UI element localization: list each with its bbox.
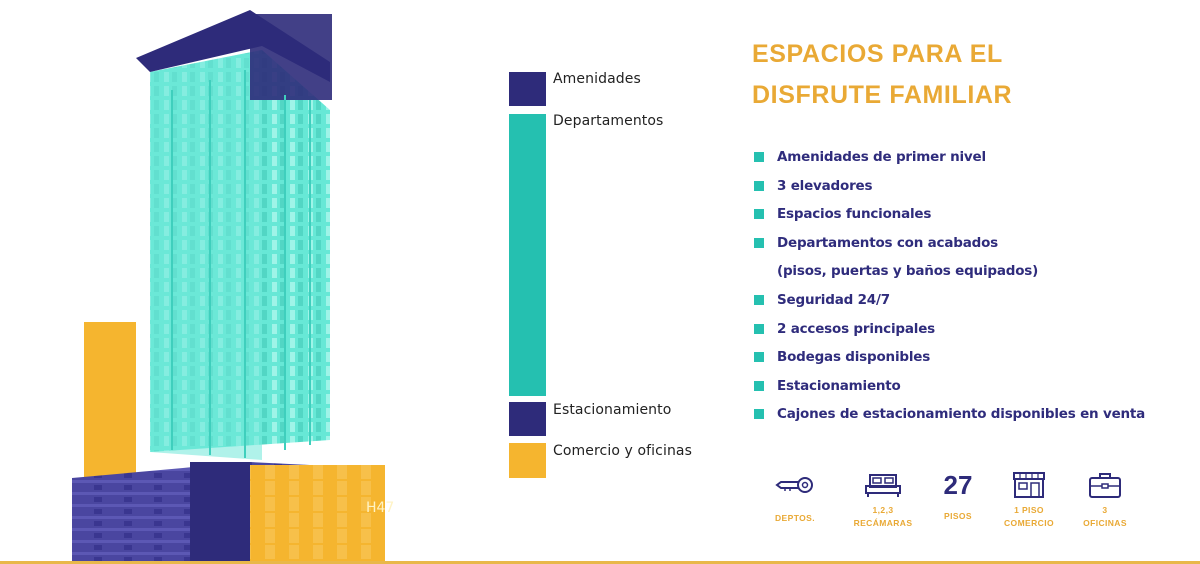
bullet-icon — [754, 352, 764, 363]
stat-number: 27 — [943, 470, 973, 500]
list-item: Seguridad 24/7 — [754, 286, 1145, 315]
legend-label-parking: Estacionamiento — [553, 402, 672, 418]
list-item-continuation: (pisos, puertas y baños equipados) — [777, 263, 1039, 280]
key-icon — [755, 468, 835, 502]
bullet-icon — [754, 209, 764, 220]
legend-label-apartments: Departamentos — [553, 113, 664, 129]
stat-label: DEPTOS. — [775, 513, 815, 523]
stat-label: COMERCIO — [1004, 518, 1054, 528]
bullet-icon — [754, 294, 764, 305]
bullet-icon — [754, 380, 764, 391]
list-item: 2 accesos principales — [754, 315, 1145, 344]
legend-label-amenities: Amenidades — [553, 71, 641, 87]
commerce-block — [250, 465, 385, 564]
building-sign: H47 — [366, 500, 394, 516]
legend-label-commerce: Comercio y oficinas — [553, 443, 692, 459]
stat-label: RECÁMARAS — [853, 518, 913, 528]
list-item: 3 elevadores — [754, 172, 1145, 201]
legend-swatch-parking — [509, 402, 546, 436]
stat-commerce: 1 PISO COMERCIO — [989, 468, 1069, 530]
title-line-2: DISFRUTE FAMILIAR — [752, 81, 1013, 109]
bottom-divider — [0, 561, 1200, 564]
title-line-1: ESPACIOS PARA EL — [752, 40, 1003, 68]
bullet-icon — [754, 152, 764, 162]
commerce-annex — [84, 322, 136, 482]
building-illustration: H47 — [72, 10, 394, 564]
list-item: Cajones de estacionamiento disponibles e… — [754, 400, 1145, 429]
page-title: ESPACIOS PARA EL DISFRUTE FAMILIAR — [752, 34, 1012, 116]
storefront-icon — [989, 468, 1069, 502]
stat-floors: 27 PISOS — [918, 468, 998, 523]
stat-apartments: DEPTOS. — [755, 468, 835, 525]
bullet-icon — [754, 237, 764, 248]
legend-swatch-apartments — [509, 114, 546, 396]
list-item: Departamentos con acabados — [754, 229, 1145, 258]
bullet-icon — [754, 180, 764, 191]
bullet-icon — [754, 323, 764, 334]
list-item: Bodegas disponibles — [754, 343, 1145, 372]
stat-offices: 3 OFICINAS — [1065, 468, 1145, 530]
stat-label: 1,2,3 — [872, 505, 894, 515]
bullet-icon — [754, 409, 764, 420]
feature-list: Amenidades de primer nivel 3 elevadores … — [754, 143, 1145, 429]
stat-label: 1 PISO — [1014, 505, 1044, 515]
legend-swatch-commerce — [509, 443, 546, 478]
stat-label: OFICINAS — [1083, 518, 1127, 528]
list-item: Espacios funcionales — [754, 200, 1145, 229]
stat-bedrooms: 1,2,3 RECÁMARAS — [843, 468, 923, 530]
briefcase-icon — [1065, 468, 1145, 502]
bed-icon — [843, 468, 923, 502]
list-item: Amenidades de primer nivel — [754, 143, 1145, 172]
stat-label: PISOS — [944, 511, 972, 521]
legend-swatch-amenities — [509, 72, 546, 106]
stat-label: 3 — [1102, 505, 1108, 515]
list-item: Estacionamiento — [754, 372, 1145, 401]
tower-amenities — [136, 10, 330, 82]
